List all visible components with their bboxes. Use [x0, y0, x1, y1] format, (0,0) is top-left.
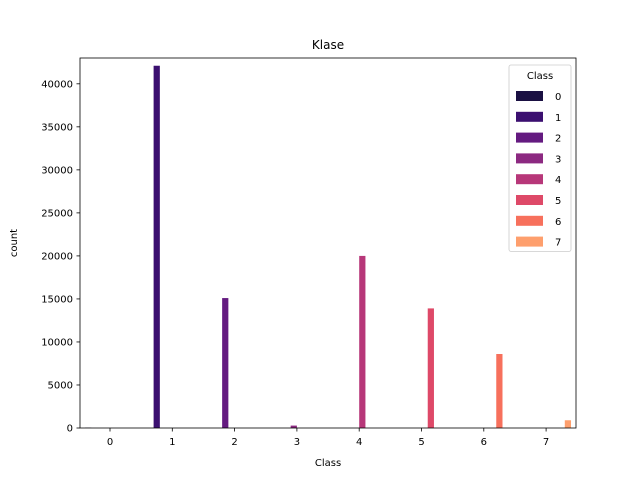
legend-label: 4 [555, 175, 561, 186]
legend-swatch [516, 132, 543, 143]
x-tick-label: 2 [231, 437, 237, 448]
x-axis-label: Class [315, 458, 341, 469]
chart-title: Klase [312, 38, 344, 52]
legend-label: 3 [555, 154, 561, 165]
legend-label: 0 [555, 92, 561, 103]
legend-label: 2 [555, 134, 561, 145]
legend-swatch [516, 91, 543, 101]
bar-class-3-cat-3 [290, 425, 297, 428]
legend-label: 1 [555, 113, 561, 124]
y-tick-label: 20000 [41, 251, 73, 262]
bar-class-4-cat-4 [359, 255, 366, 428]
bar-class-7-cat-7 [564, 420, 572, 428]
x-tick-label: 3 [294, 437, 300, 448]
y-axis-label: count [9, 229, 20, 257]
legend-swatch [516, 195, 543, 205]
y-tick-label: 35000 [41, 122, 73, 133]
x-tick-label: 5 [418, 437, 424, 448]
plot-frame [79, 57, 577, 429]
bar-class-5-cat-5 [427, 308, 434, 428]
x-tick-label: 7 [543, 437, 549, 448]
x-tick-label: 1 [169, 437, 175, 448]
x-tick-label: 0 [107, 437, 113, 448]
y-tick-label: 30000 [41, 165, 73, 176]
legend-swatch [516, 174, 543, 185]
x-tick-label: 6 [481, 437, 487, 448]
x-tick-label: 4 [356, 437, 362, 448]
y-tick-label: 0 [67, 424, 73, 435]
y-tick-label: 25000 [41, 208, 73, 219]
legend-swatch [516, 153, 543, 164]
legend-label: 5 [555, 196, 561, 207]
y-tick-label: 10000 [41, 337, 73, 348]
x-axis: 0 1 2 3 4 5 6 7 [107, 428, 549, 448]
legend-label: 6 [555, 217, 561, 228]
legend-label: 7 [555, 238, 561, 249]
bar-class-2-cat-2 [222, 298, 229, 428]
legend-swatch [516, 236, 543, 247]
y-tick-label: 40000 [41, 79, 73, 90]
bar-class-6-cat-6 [496, 354, 503, 428]
y-tick-label: 5000 [48, 380, 73, 391]
legend-title: Class [527, 71, 553, 82]
y-axis: 0 5000 10000 15000 20000 25000 30000 35000 40000 [41, 79, 80, 435]
legend-swatch [516, 111, 543, 122]
y-tick-label: 15000 [41, 294, 73, 305]
bar-class-1-cat-1 [153, 65, 160, 429]
legend-swatch [516, 215, 543, 226]
